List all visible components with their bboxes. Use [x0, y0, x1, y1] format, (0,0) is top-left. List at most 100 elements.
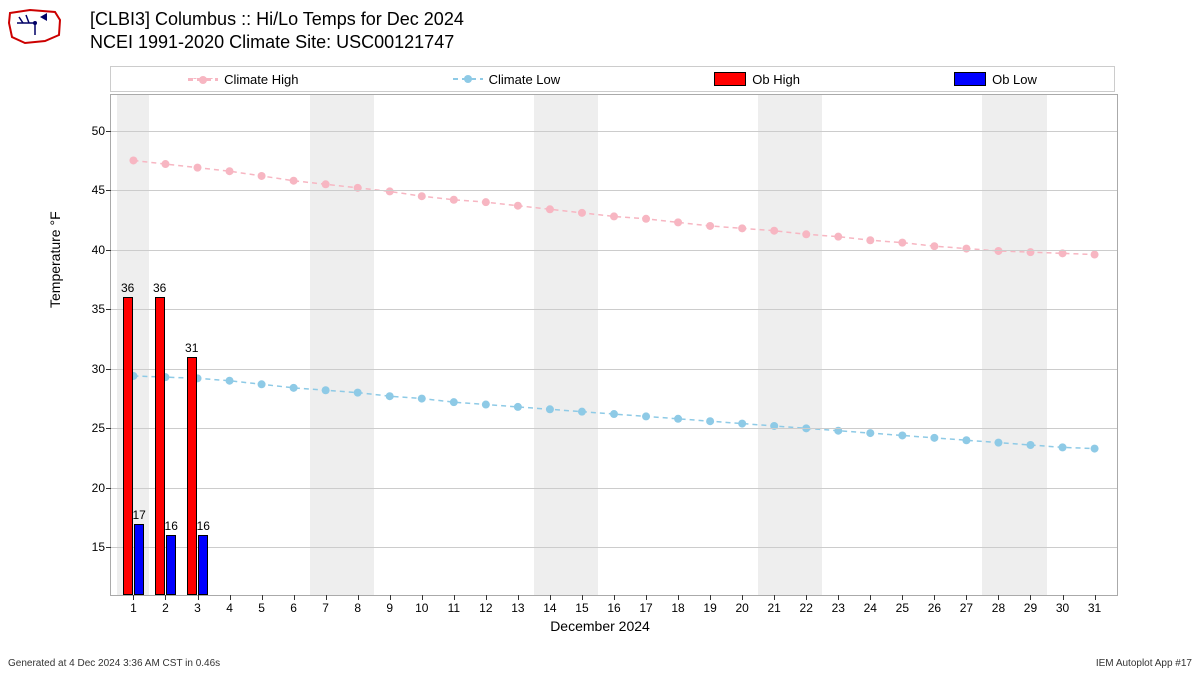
gridline	[111, 190, 1117, 191]
climate-high-marker	[546, 205, 554, 213]
xtick-label: 14	[543, 601, 556, 615]
gridline	[111, 488, 1117, 489]
gridline	[111, 309, 1117, 310]
climate-low-marker	[1059, 443, 1067, 451]
climate-low-marker	[546, 405, 554, 413]
xtick-label: 16	[607, 601, 620, 615]
legend-label: Ob Low	[992, 72, 1037, 87]
climate-high-marker	[994, 247, 1002, 255]
climate-low-marker	[898, 431, 906, 439]
xtick-label: 6	[290, 601, 297, 615]
xtick-label: 23	[832, 601, 845, 615]
gridline	[111, 369, 1117, 370]
climate-low-marker	[450, 398, 458, 406]
legend-climate-low: Climate Low	[453, 72, 561, 87]
climate-high-marker	[322, 180, 330, 188]
climate-low-marker	[674, 415, 682, 423]
y-axis-label: Temperature °F	[47, 211, 63, 308]
climate-high-marker	[161, 160, 169, 168]
xtick-label: 29	[1024, 601, 1037, 615]
ytick-label: 45	[92, 183, 105, 197]
x-axis-label: December 2024	[550, 618, 650, 634]
xtick-label: 24	[864, 601, 877, 615]
ob-high-bar-label: 31	[185, 341, 198, 355]
legend-label: Climate Low	[489, 72, 561, 87]
gridline	[111, 547, 1117, 548]
climate-low-marker	[482, 401, 490, 409]
ytick-label: 15	[92, 540, 105, 554]
ob-low-bar	[134, 524, 144, 595]
climate-high-marker	[129, 156, 137, 164]
climate-low-marker	[354, 389, 362, 397]
xtick-label: 26	[928, 601, 941, 615]
climate-low-marker	[706, 417, 714, 425]
xtick-label: 8	[354, 601, 361, 615]
climate-high-marker	[962, 245, 970, 253]
climate-high-marker	[1091, 251, 1099, 259]
climate-low-marker	[578, 408, 586, 416]
climate-high-marker	[386, 187, 394, 195]
ob-low-bar-label: 17	[133, 508, 146, 522]
ytick-label: 50	[92, 124, 105, 138]
xtick-label: 17	[639, 601, 652, 615]
climate-low-marker	[866, 429, 874, 437]
xtick-label: 22	[800, 601, 813, 615]
ob-high-bar-label: 36	[153, 281, 166, 295]
climate-low-marker	[1026, 441, 1034, 449]
chart-title: [CLBI3] Columbus :: Hi/Lo Temps for Dec …	[90, 8, 464, 55]
climate-high-marker	[226, 167, 234, 175]
xtick-label: 12	[479, 601, 492, 615]
xtick-label: 31	[1088, 601, 1101, 615]
ob-low-bar	[198, 535, 208, 595]
climate-low-marker	[290, 384, 298, 392]
ytick-label: 30	[92, 362, 105, 376]
xtick-label: 11	[448, 601, 460, 615]
climate-high-marker	[450, 196, 458, 204]
ytick-label: 40	[92, 243, 105, 257]
ob-high-bar	[187, 357, 197, 595]
climate-low-marker	[1091, 445, 1099, 453]
xtick-label: 13	[511, 601, 524, 615]
ob-high-bar	[155, 297, 165, 595]
xtick-label: 21	[768, 601, 781, 615]
footer-generated: Generated at 4 Dec 2024 3:36 AM CST in 0…	[8, 658, 220, 669]
ob-low-bar	[166, 535, 176, 595]
xtick-label: 18	[671, 601, 684, 615]
plot-area: 1520253035404550123456789101112131415161…	[110, 94, 1118, 596]
xtick-label: 10	[415, 601, 428, 615]
climate-high-line	[133, 160, 1094, 254]
climate-low-marker	[258, 380, 266, 388]
xtick-label: 28	[992, 601, 1005, 615]
xtick-label: 3	[194, 601, 201, 615]
climate-high-marker	[610, 212, 618, 220]
xtick-label: 5	[258, 601, 265, 615]
climate-high-marker	[802, 230, 810, 238]
climate-high-marker	[578, 209, 586, 217]
climate-low-marker	[386, 392, 394, 400]
ob-low-bar-label: 16	[165, 519, 178, 533]
footer-app: IEM Autoplot App #17	[1096, 658, 1192, 669]
climate-low-marker	[642, 412, 650, 420]
legend-ob-low: Ob Low	[954, 72, 1037, 87]
climate-high-marker	[706, 222, 714, 230]
xtick-label: 7	[322, 601, 329, 615]
xtick-label: 9	[386, 601, 393, 615]
climate-low-marker	[738, 420, 746, 428]
climate-low-marker	[226, 377, 234, 385]
legend-label: Climate High	[224, 72, 298, 87]
gridline	[111, 250, 1117, 251]
legend-ob-high: Ob High	[714, 72, 800, 87]
legend-label: Ob High	[752, 72, 800, 87]
ob-low-bar-label: 16	[197, 519, 210, 533]
legend: Climate High Climate Low Ob High Ob Low	[110, 66, 1115, 92]
xtick-label: 2	[162, 601, 169, 615]
climate-low-marker	[418, 395, 426, 403]
climate-low-marker	[322, 386, 330, 394]
climate-low-marker	[610, 410, 618, 418]
xtick-label: 27	[960, 601, 973, 615]
ytick-label: 35	[92, 302, 105, 316]
climate-high-marker	[738, 224, 746, 232]
climate-high-marker	[418, 192, 426, 200]
climate-low-marker	[514, 403, 522, 411]
gridline	[111, 428, 1117, 429]
